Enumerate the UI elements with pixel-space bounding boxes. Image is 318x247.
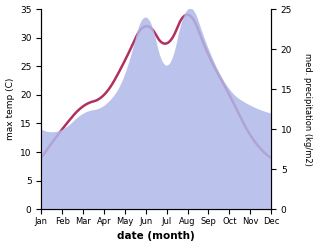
Y-axis label: max temp (C): max temp (C): [5, 78, 15, 140]
Y-axis label: med. precipitation (kg/m2): med. precipitation (kg/m2): [303, 53, 313, 165]
X-axis label: date (month): date (month): [117, 231, 195, 242]
